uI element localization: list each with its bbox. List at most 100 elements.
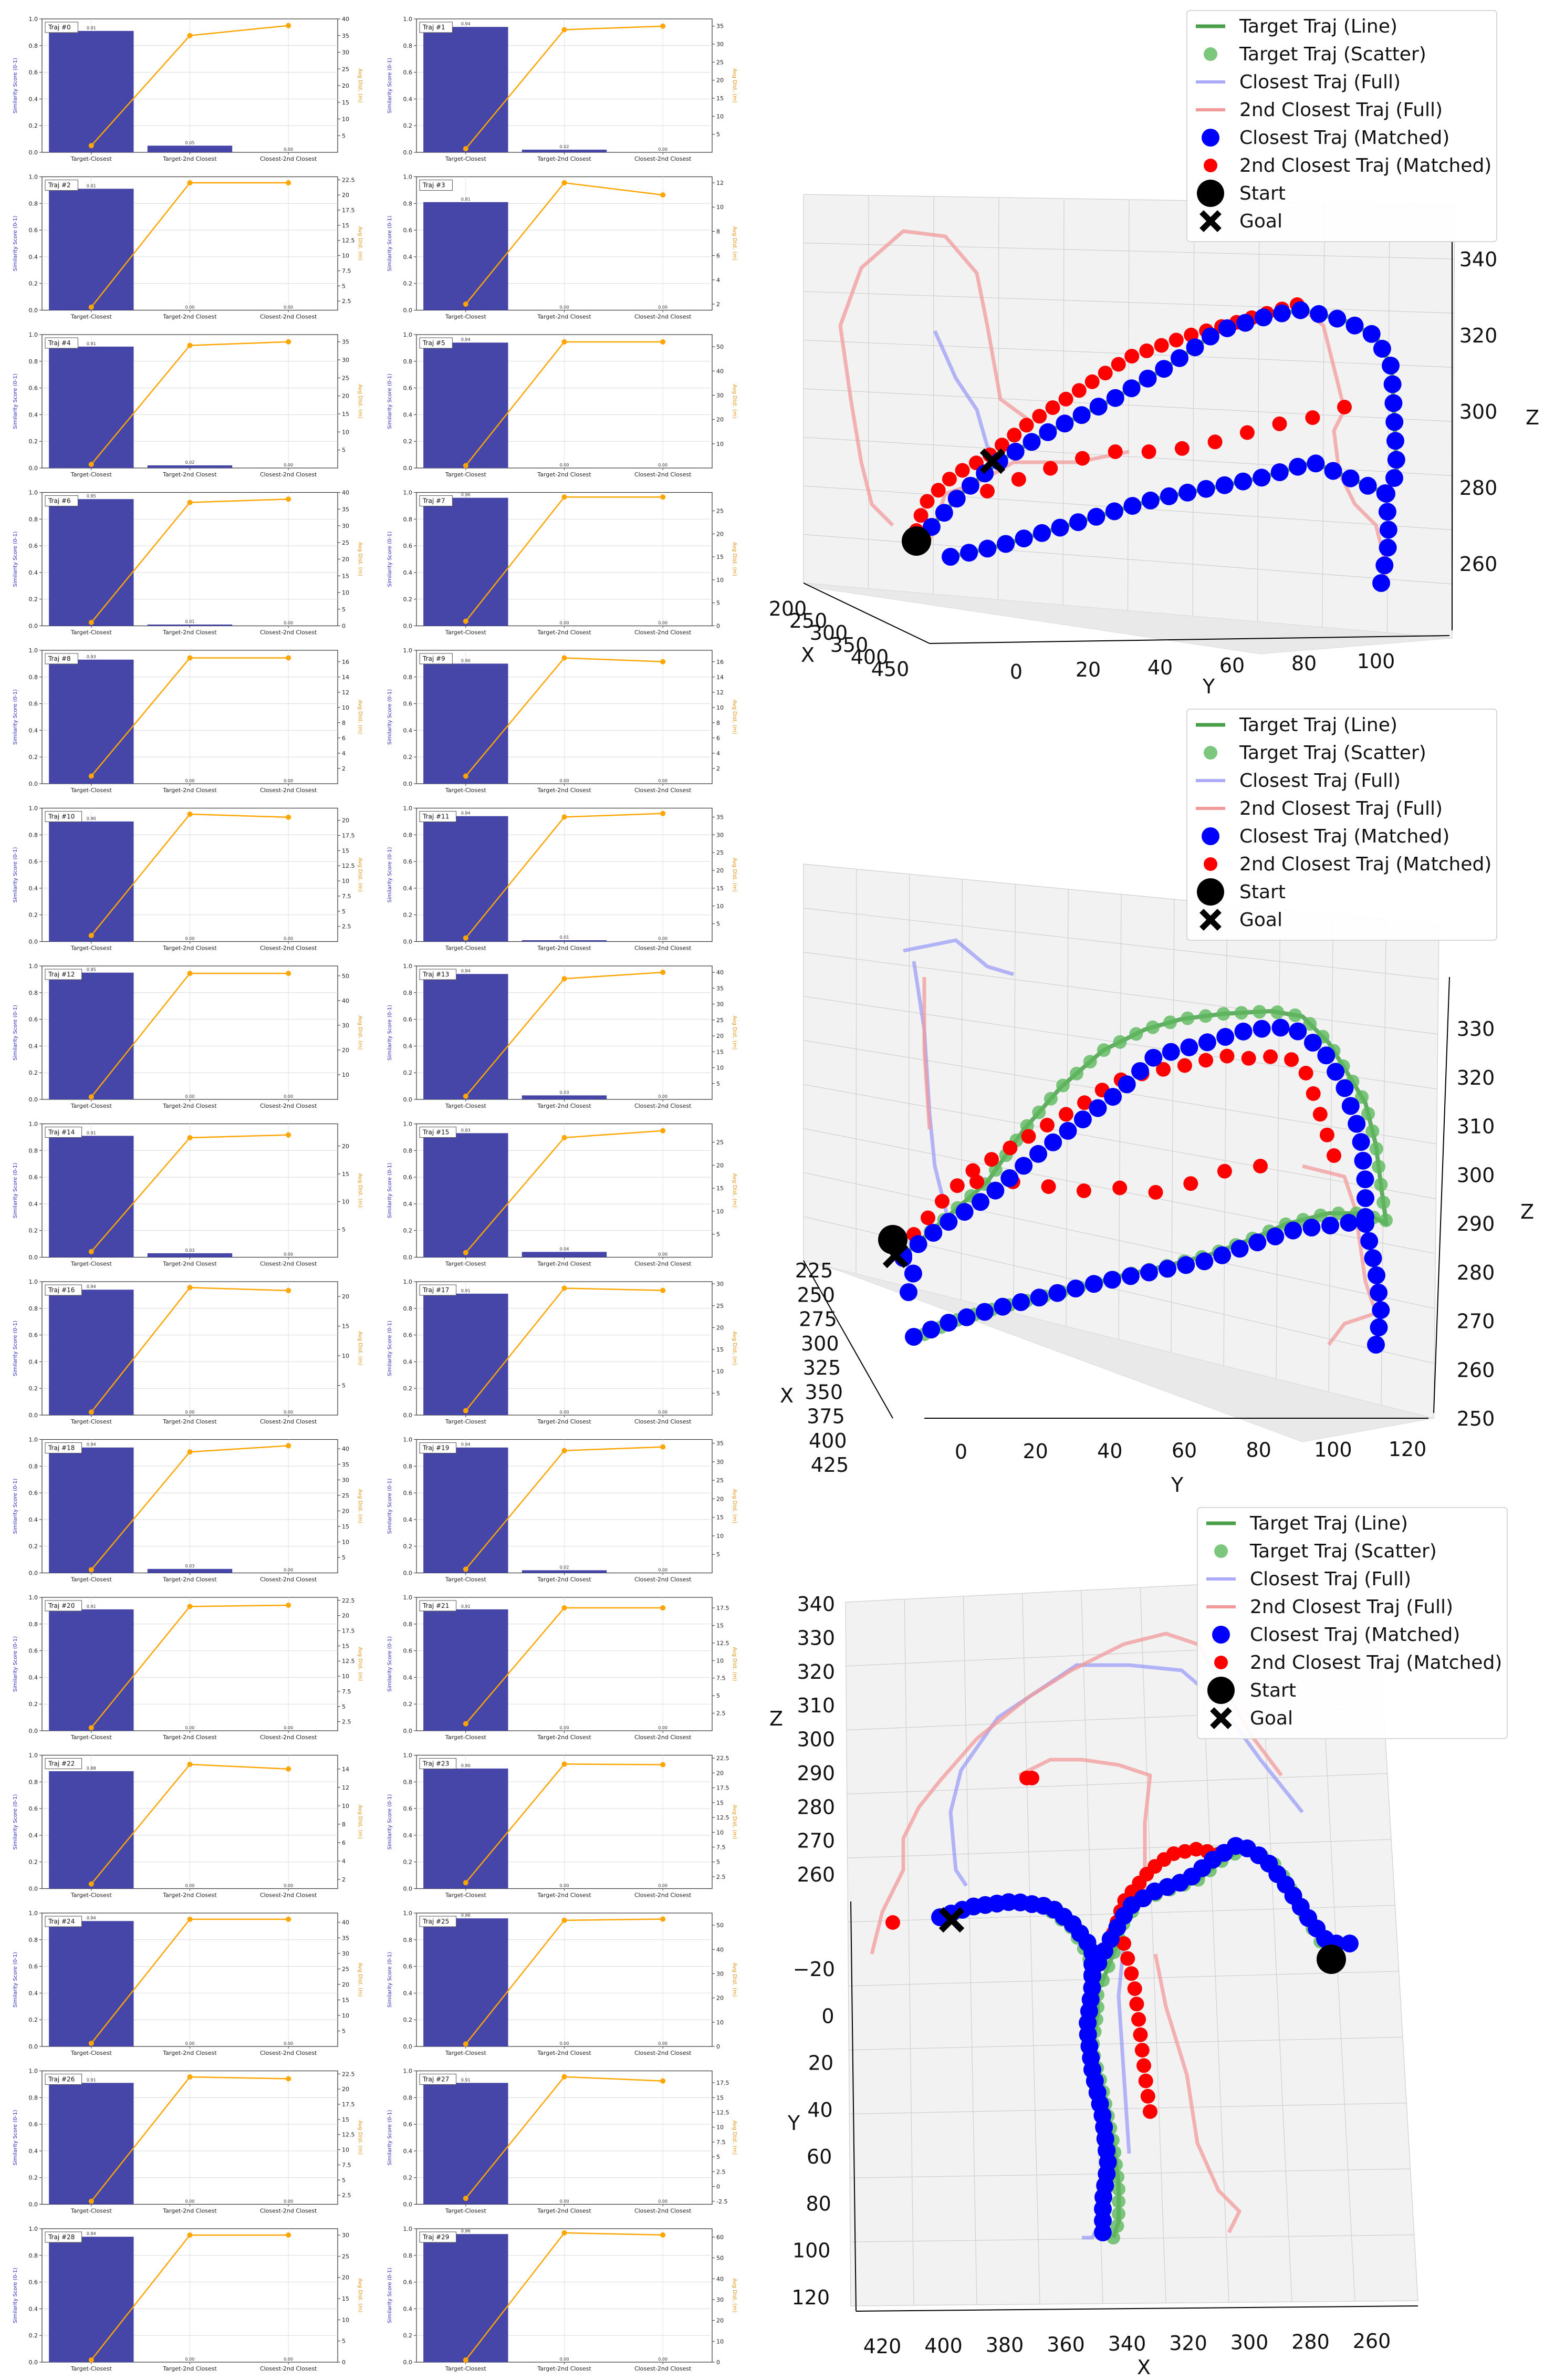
y-tick-label: 1.0 (29, 331, 38, 338)
y-tick-label: 0.0 (29, 307, 38, 314)
y-tick-label: 0.4 (403, 1201, 413, 1208)
y2-tick-label: 2 (716, 301, 720, 308)
second-closest-matched-point (1284, 1052, 1299, 1067)
bar-value-label: 0.95 (87, 494, 96, 498)
second-closest-matched-point (1021, 1129, 1036, 1144)
similarity-bar (423, 1918, 508, 2046)
similarity-bar (423, 497, 508, 626)
x-tick-label: Target-Closest (445, 1576, 487, 1583)
avg-dist-point (286, 814, 291, 820)
second-closest-traj-full (838, 229, 1031, 527)
closest-matched-point (905, 1328, 923, 1346)
y2-tick-label: 20 (716, 1162, 724, 1169)
y-tick-label: 0.8 (403, 1147, 413, 1154)
y-tick-label: 0.4 (29, 1043, 38, 1049)
y2-tick-label: 7.5 (716, 2139, 726, 2146)
x-tick-label: Target-2nd Closest (537, 471, 591, 478)
y-tick-label: 0.6 (29, 385, 38, 392)
x-tick-label: 300 (810, 621, 848, 645)
second-closest-matched-point (1025, 1771, 1039, 1785)
y-tick-label: 0.8 (29, 832, 38, 838)
title-box (419, 969, 457, 980)
bar-value-label: 0.00 (658, 778, 667, 783)
similarity-bar (147, 145, 233, 152)
bar-value-label: 0.00 (284, 2357, 293, 2362)
similarity-bar (521, 1252, 607, 1257)
y-tick-label: 0.6 (29, 2121, 38, 2128)
second-closest-matched-point (950, 1178, 965, 1193)
y2-tick-label: 10 (342, 1673, 349, 1680)
right-axis-label: Avg Dist. (m) (357, 1805, 363, 1839)
right-axis-label: Avg Dist. (m) (357, 858, 363, 892)
y2-tick-label: 25 (716, 1139, 724, 1146)
avg-dist-point (660, 2078, 666, 2084)
y-tick-label: 1.0 (403, 1437, 413, 1443)
second-closest-matched-point (1076, 1183, 1091, 1198)
panel-title: Traj #3 (419, 180, 453, 191)
x-tick-label: 400 (851, 646, 889, 669)
x-tick-label: Closest-2nd Closest (260, 471, 317, 478)
y-tick-label: 0.8 (403, 43, 413, 49)
y-axis-label: Y (787, 2112, 800, 2135)
left-axis-label: Similarity Score (0-1) (13, 689, 18, 745)
z-tick-label: 270 (1457, 1310, 1495, 1333)
x-tick-label: Target-2nd Closest (162, 1734, 217, 1741)
bar-value-label: 0.00 (185, 937, 195, 941)
avg-dist-point (88, 1881, 94, 1887)
second-closest-matched-point (1045, 400, 1060, 415)
legend-item: 2nd Closest Traj (Matched) (1204, 854, 1491, 875)
bar-value-label: 0.94 (461, 969, 471, 973)
y2-tick-label: 20 (342, 817, 349, 824)
closest-matched-point (1103, 1271, 1121, 1289)
right-axis-label: Avg Dist. (m) (357, 1173, 363, 1208)
avg-dist-point (660, 1287, 666, 1293)
closest-matched-point (1341, 1097, 1360, 1115)
y2-tick-label: 25 (716, 1017, 724, 1024)
title-box (419, 495, 453, 506)
closest-matched-point (1357, 1189, 1374, 1207)
legend-item: Closest Traj (Matched) (1202, 127, 1449, 149)
left-axis-label: Similarity Score (0-1) (13, 2110, 18, 2166)
y2-tick-label: 25 (342, 539, 349, 546)
avg-dist-point (660, 2232, 666, 2238)
title-text: Traj #25 (422, 1918, 449, 1925)
x-tick-label: 425 (811, 1453, 849, 1477)
second-closest-matched-point (1124, 349, 1140, 364)
traj-panel-8: 0.0 0.2 0.4 0.6 0.8 1.0 Similarity Score (0-1)… (13, 647, 363, 794)
closest-matched-point (1370, 1318, 1388, 1337)
x-tick-label: Target-2nd Closest (162, 1103, 217, 1109)
y2-tick-label: 10 (342, 2147, 349, 2154)
closest-matched-point (1303, 1034, 1322, 1052)
x-tick-label: Target-2nd Closest (162, 314, 217, 320)
panel-title: Traj #8 (45, 653, 78, 664)
title-box (419, 653, 453, 664)
legend-swatch (1204, 857, 1217, 871)
x-tick-label: Target-Closest (70, 629, 112, 636)
legend-label: 2nd Closest Traj (Full) (1239, 798, 1443, 819)
second-closest-matched-point (995, 438, 1009, 453)
y2-tick-label: 30 (716, 41, 724, 48)
y-tick-label: 0.8 (403, 1779, 413, 1785)
left-axis-label: Similarity Score (0-1) (387, 532, 393, 587)
x-tick-label: 350 (805, 1380, 843, 1404)
similarity-bar (49, 659, 134, 784)
y2-tick-label: 35 (716, 1440, 724, 1447)
second-closest-matched-point (942, 472, 957, 487)
legend-label: Target Traj (Scatter) (1239, 44, 1426, 65)
closest-matched-point (1171, 349, 1188, 367)
bar-value-label: 0.00 (658, 147, 667, 152)
right-axis-label: Avg Dist. (m) (357, 1962, 363, 1997)
x-tick-label: Target-Closest (70, 945, 112, 952)
x-tick-label: Target-2nd Closest (162, 1576, 217, 1583)
title-text: Traj #16 (48, 1286, 75, 1294)
y-tick-label: 100 (792, 2239, 831, 2262)
title-box (45, 337, 78, 349)
y-tick-label: 40 (1147, 656, 1173, 679)
y2-tick-label: 30 (716, 832, 724, 838)
target-scatter-point (1110, 2219, 1124, 2233)
y2-tick-label: 4 (342, 1858, 346, 1865)
y2-tick-label: 40 (342, 1919, 349, 1926)
avg-dist-point (286, 1766, 291, 1772)
y-tick-label: 0.8 (29, 2252, 38, 2259)
